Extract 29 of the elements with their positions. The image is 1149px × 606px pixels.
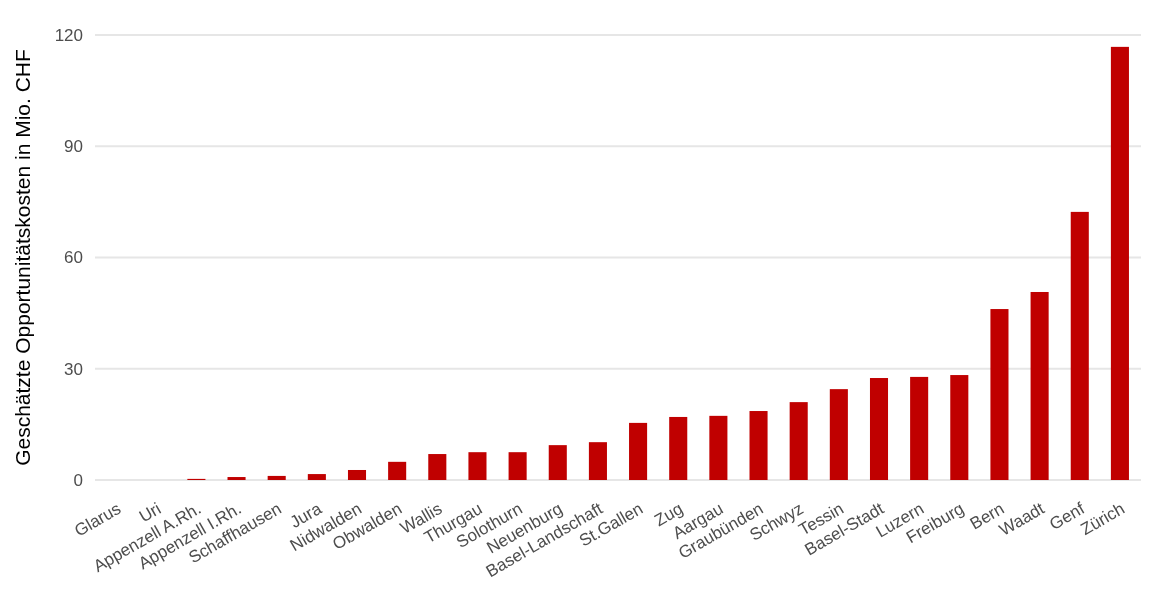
bar: [869, 378, 889, 480]
bar: [267, 475, 286, 480]
bar: [829, 389, 848, 480]
bar: [789, 402, 808, 480]
bar: [468, 452, 487, 480]
bar: [1070, 211, 1089, 480]
bar: [227, 477, 246, 480]
bar: [669, 416, 688, 480]
bar: [588, 442, 607, 480]
bar: [508, 452, 527, 480]
bar: [629, 422, 648, 480]
y-tick-label: 90: [64, 137, 83, 157]
bar: [1030, 291, 1049, 480]
bar: [347, 469, 367, 480]
y-tick-label: 0: [73, 470, 83, 490]
bar: [749, 411, 768, 480]
bar: [910, 376, 929, 480]
y-tick-label: 30: [64, 359, 83, 379]
y-axis-title: Geschätzte Opportunitätskosten in Mio. CHF: [11, 49, 34, 466]
bar: [307, 474, 326, 480]
y-tick-label: 60: [64, 248, 83, 268]
bar: [388, 461, 407, 480]
bar: [709, 415, 728, 480]
bar: [548, 445, 567, 480]
bar: [990, 309, 1009, 480]
bar: [428, 454, 447, 480]
y-tick-label: 120: [54, 25, 83, 45]
bar: [950, 375, 969, 480]
bar: [1110, 46, 1129, 480]
